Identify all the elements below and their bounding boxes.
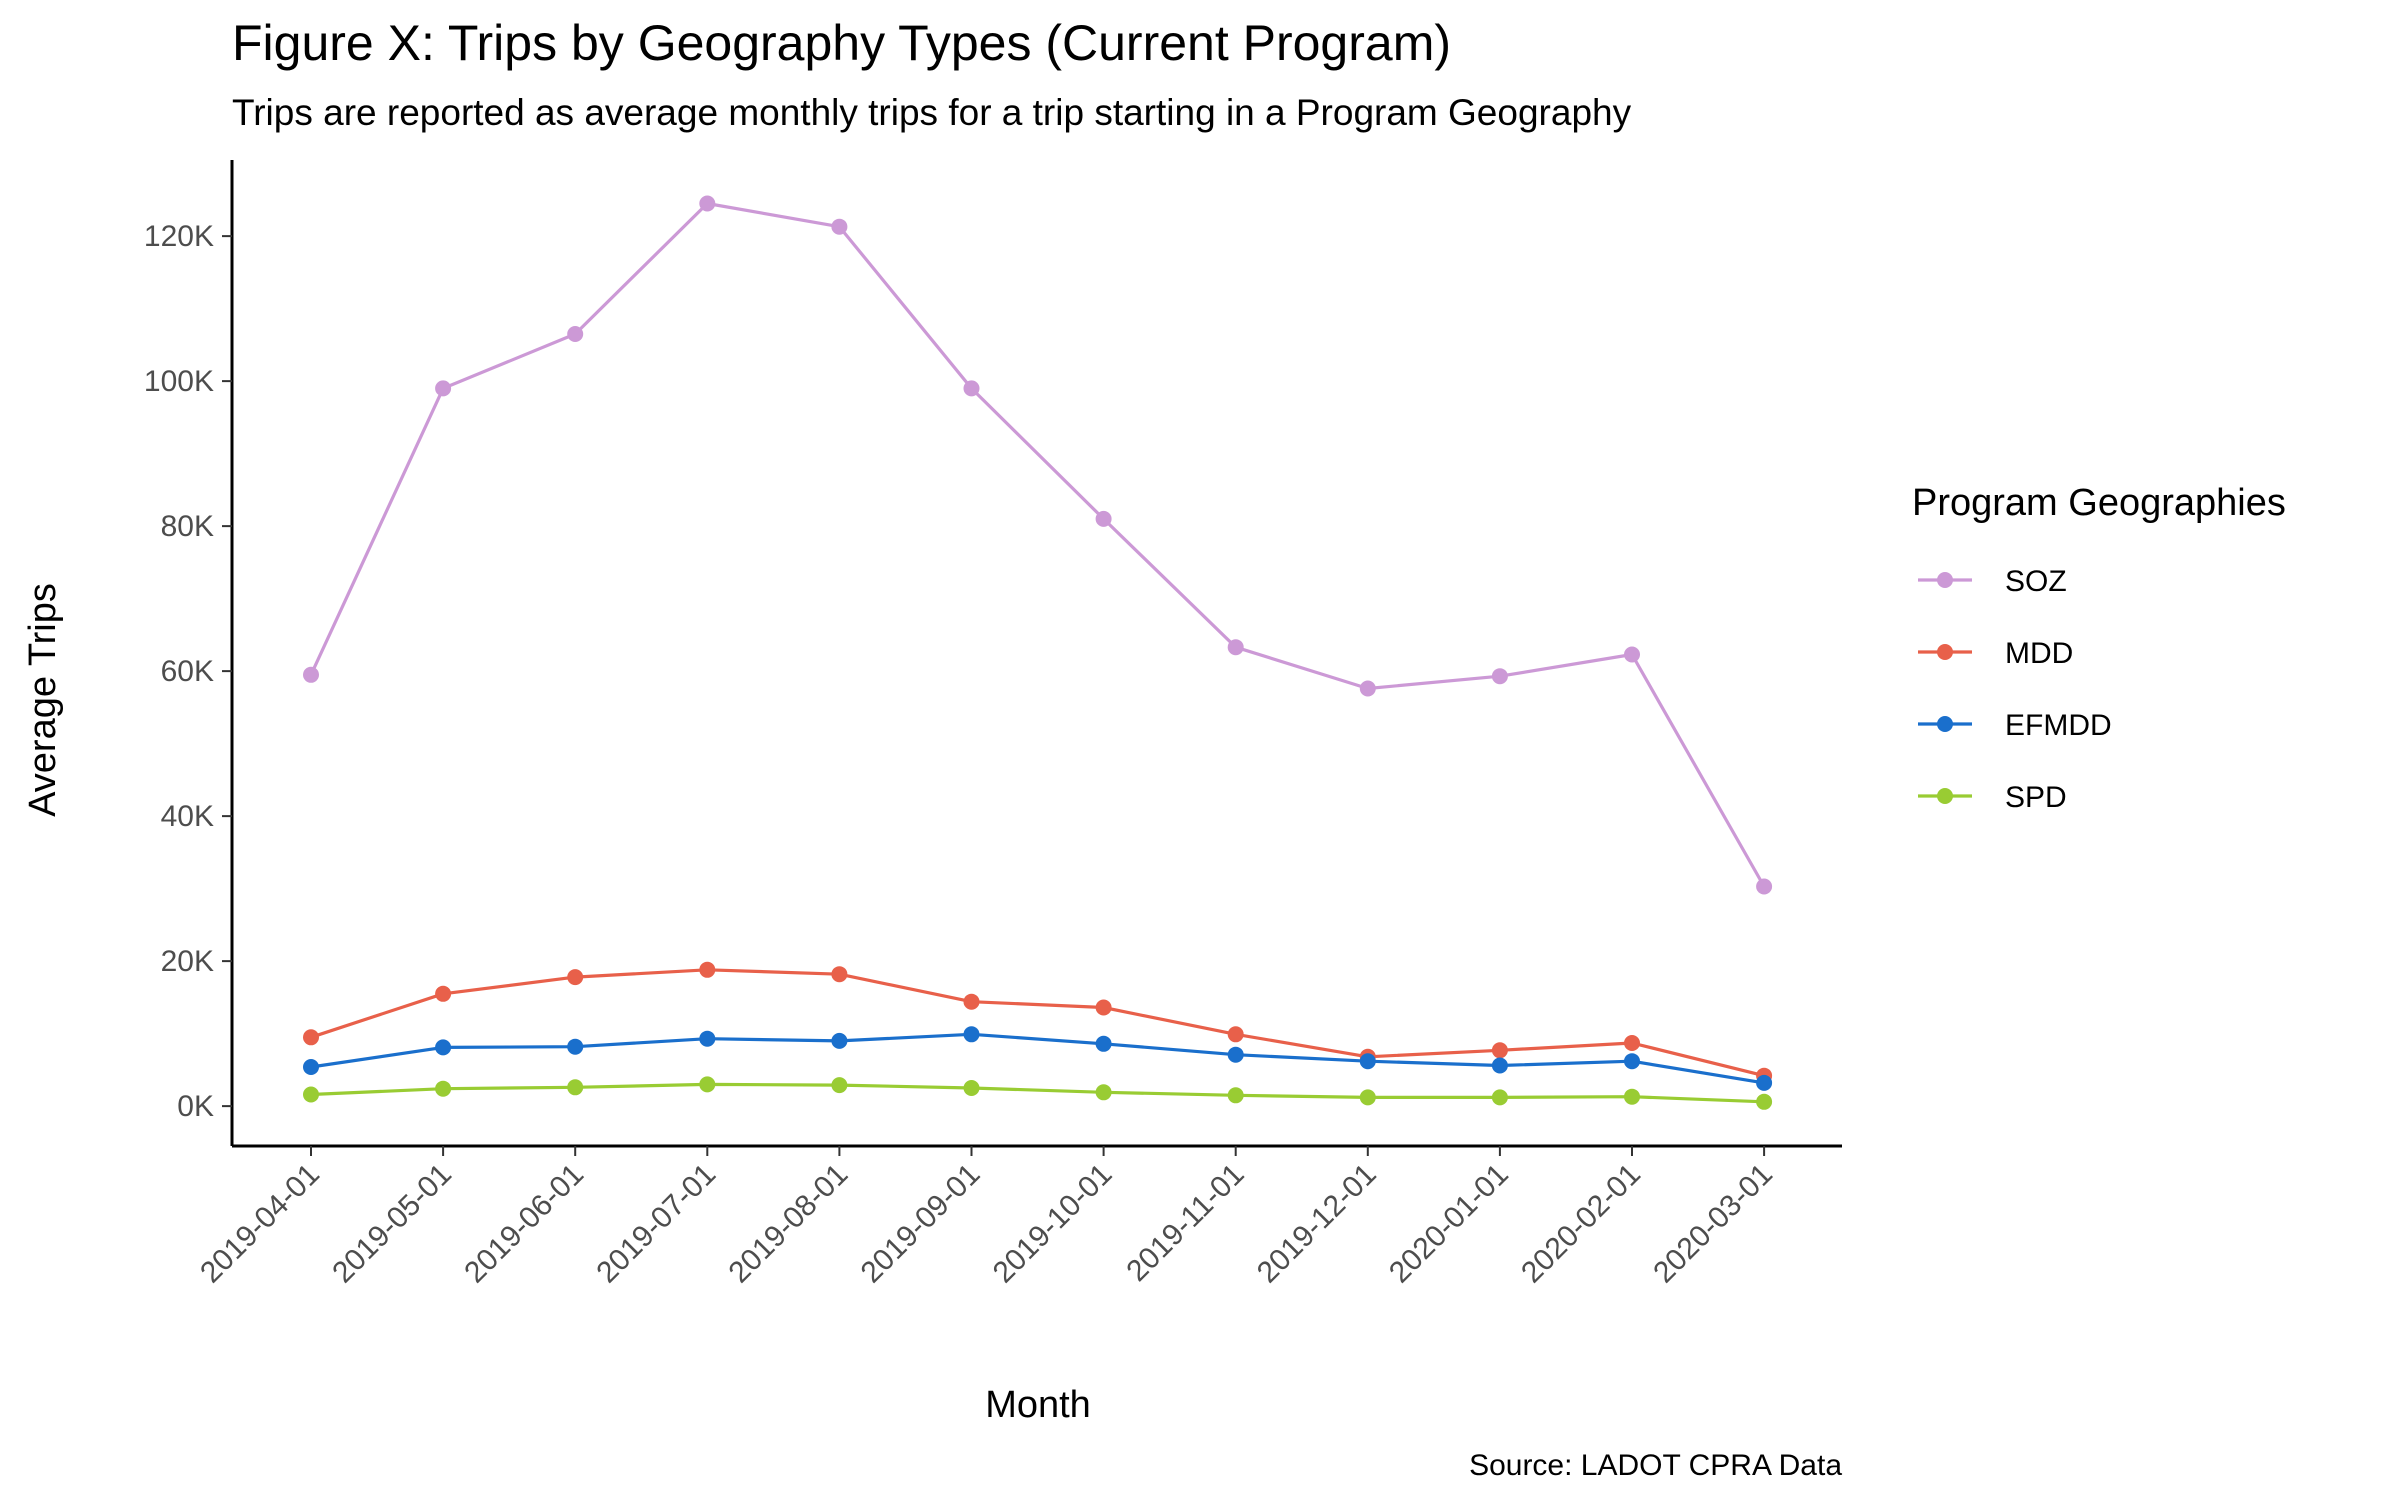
data-point-efmdd: [831, 1032, 848, 1049]
data-point-efmdd: [963, 1026, 980, 1043]
legend-label: SPD: [2005, 781, 2067, 814]
y-tick-label: 0K: [177, 1090, 214, 1123]
data-point-soz: [831, 218, 848, 235]
legend-label: MDD: [2005, 637, 2073, 670]
data-point-mdd: [303, 1029, 319, 1046]
data-point-soz: [303, 666, 319, 683]
data-point-soz: [1095, 510, 1112, 527]
legend-key-point: [1937, 788, 1953, 804]
data-point-mdd: [963, 993, 980, 1010]
x-tick-label: 2019-11-01: [1120, 1158, 1250, 1288]
legend-key-point: [1937, 572, 1953, 588]
y-axis-ticks: 0K 20K 40K 60K 80K 100K 120K: [144, 220, 232, 1123]
legend-label: SOZ: [2005, 565, 2067, 598]
x-tick-label: 2019-05-01: [326, 1158, 458, 1290]
y-tick-label: 120K: [144, 220, 214, 253]
x-tick-label: 2019-09-01: [855, 1158, 987, 1290]
x-tick-label: 2019-12-01: [1251, 1158, 1383, 1290]
series-soz: [303, 195, 1773, 895]
x-tick-label: 2019-08-01: [722, 1158, 854, 1290]
data-point-efmdd: [1491, 1057, 1508, 1074]
data-point-efmdd: [1756, 1074, 1773, 1091]
data-point-spd: [1227, 1087, 1244, 1104]
data-point-mdd: [1624, 1035, 1640, 1051]
series-layer: [303, 195, 1773, 1110]
data-point-mdd: [1095, 999, 1112, 1016]
legend-item-mdd: MDD: [1918, 637, 2073, 670]
x-tick-label: 2019-07-01: [590, 1158, 722, 1290]
legend-items: SOZ MDD EFMDD SPD: [1918, 565, 2112, 814]
x-tick-label: 2020-01-01: [1383, 1158, 1515, 1290]
data-point-mdd: [831, 966, 848, 983]
chart-subtitle: Trips are reported as average monthly tr…: [232, 92, 1632, 133]
x-axis-ticks: 2019-04-01 2019-05-01 2019-06-01 2019-07-01…: [194, 1146, 1779, 1289]
data-point-efmdd: [1095, 1035, 1112, 1052]
legend-item-soz: SOZ: [1918, 565, 2067, 598]
legend-item-spd: SPD: [1918, 781, 2067, 814]
chart-title: Figure X: Trips by Geography Types (Curr…: [232, 15, 1451, 71]
data-point-mdd: [699, 961, 716, 978]
data-point-spd: [435, 1080, 452, 1097]
data-point-mdd: [1227, 1026, 1244, 1043]
series-mdd: [303, 961, 1773, 1084]
y-tick-label: 100K: [144, 365, 214, 398]
x-tick-label: 2020-02-01: [1515, 1158, 1647, 1290]
data-point-spd: [1095, 1084, 1112, 1101]
data-point-spd: [567, 1079, 584, 1096]
data-point-soz: [699, 195, 716, 212]
data-point-mdd: [435, 985, 452, 1002]
legend-item-efmdd: EFMDD: [1918, 709, 2112, 742]
data-point-spd: [303, 1086, 319, 1103]
x-axis-title: Month: [985, 1384, 1091, 1426]
data-point-spd: [1624, 1088, 1640, 1105]
y-axis-title: Average Trips: [22, 583, 64, 817]
x-tick-label: 2019-06-01: [458, 1158, 590, 1290]
data-point-soz: [1491, 668, 1508, 685]
series-efmdd: [303, 1026, 1773, 1091]
data-point-efmdd: [303, 1059, 319, 1075]
data-point-spd: [1359, 1089, 1376, 1106]
data-point-soz: [963, 380, 980, 397]
data-point-soz: [1756, 878, 1773, 895]
data-point-spd: [699, 1076, 716, 1093]
data-point-spd: [831, 1077, 848, 1094]
x-tick-label: 2019-10-01: [987, 1158, 1119, 1290]
y-tick-label: 60K: [161, 655, 214, 688]
series-line-soz: [309, 201, 1766, 888]
data-point-soz: [435, 380, 452, 397]
data-point-soz: [567, 326, 584, 342]
y-tick-label: 80K: [161, 510, 214, 543]
source-caption: Source: LADOT CPRA Data: [1469, 1449, 1842, 1482]
series-line-efmdd: [310, 1032, 1765, 1085]
data-point-spd: [1756, 1093, 1773, 1110]
data-point-soz: [1227, 639, 1244, 656]
data-point-mdd: [1491, 1042, 1508, 1059]
y-tick-label: 20K: [161, 945, 214, 978]
data-point-efmdd: [435, 1039, 452, 1056]
data-point-spd: [963, 1080, 980, 1096]
axes: [230, 160, 1842, 1148]
legend: Program Geographies SOZ MDD EFMDD SPD: [1912, 482, 2286, 814]
x-tick-label: 2020-03-01: [1647, 1158, 1779, 1290]
y-tick-label: 40K: [161, 800, 214, 833]
series-line-mdd: [310, 968, 1765, 1078]
legend-key-point: [1937, 644, 1953, 660]
series-spd: [303, 1076, 1773, 1110]
legend-key-point: [1937, 716, 1953, 732]
data-point-mdd: [567, 969, 584, 986]
data-point-efmdd: [567, 1038, 584, 1055]
legend-title: Program Geographies: [1912, 482, 2286, 524]
x-tick-label: 2019-04-01: [194, 1158, 326, 1290]
data-point-spd: [1491, 1089, 1508, 1106]
data-point-efmdd: [1359, 1053, 1376, 1070]
legend-label: EFMDD: [2005, 709, 2112, 742]
data-point-efmdd: [1624, 1053, 1640, 1070]
data-point-efmdd: [1227, 1046, 1244, 1063]
data-point-efmdd: [699, 1030, 716, 1047]
series-line-spd: [310, 1082, 1765, 1104]
data-point-soz: [1624, 646, 1640, 663]
data-point-soz: [1359, 680, 1376, 697]
